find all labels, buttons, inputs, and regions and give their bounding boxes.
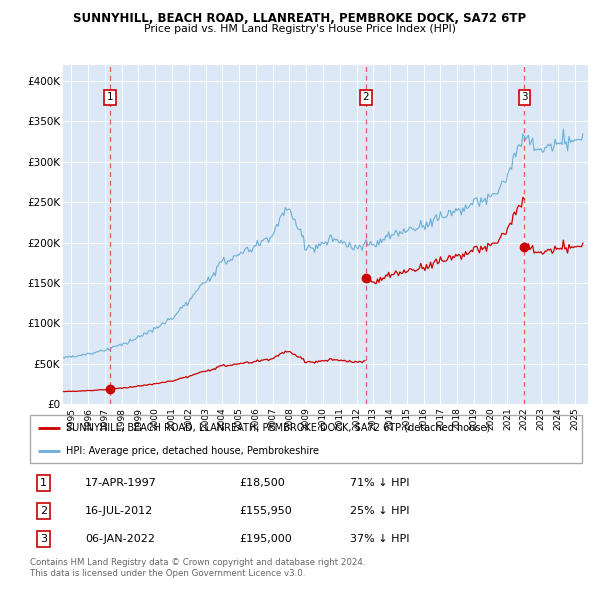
Text: 17-APR-1997: 17-APR-1997 bbox=[85, 478, 157, 488]
Text: £18,500: £18,500 bbox=[240, 478, 286, 488]
Text: 06-JAN-2022: 06-JAN-2022 bbox=[85, 534, 155, 544]
Text: £155,950: £155,950 bbox=[240, 506, 293, 516]
Text: SUNNYHILL, BEACH ROAD, LLANREATH, PEMBROKE DOCK, SA72 6TP (detached house): SUNNYHILL, BEACH ROAD, LLANREATH, PEMBRO… bbox=[66, 423, 490, 433]
Text: 1: 1 bbox=[106, 92, 113, 102]
Text: HPI: Average price, detached house, Pembrokeshire: HPI: Average price, detached house, Pemb… bbox=[66, 446, 319, 456]
Text: SUNNYHILL, BEACH ROAD, LLANREATH, PEMBROKE DOCK, SA72 6TP: SUNNYHILL, BEACH ROAD, LLANREATH, PEMBRO… bbox=[73, 12, 527, 25]
Text: 71% ↓ HPI: 71% ↓ HPI bbox=[350, 478, 410, 488]
Text: £195,000: £195,000 bbox=[240, 534, 293, 544]
Text: 16-JUL-2012: 16-JUL-2012 bbox=[85, 506, 154, 516]
Text: 25% ↓ HPI: 25% ↓ HPI bbox=[350, 506, 410, 516]
Text: 1: 1 bbox=[40, 478, 47, 488]
Text: 3: 3 bbox=[40, 534, 47, 544]
Text: 2: 2 bbox=[362, 92, 369, 102]
Text: Price paid vs. HM Land Registry's House Price Index (HPI): Price paid vs. HM Land Registry's House … bbox=[144, 24, 456, 34]
Text: This data is licensed under the Open Government Licence v3.0.: This data is licensed under the Open Gov… bbox=[30, 569, 305, 578]
Text: 3: 3 bbox=[521, 92, 528, 102]
Text: Contains HM Land Registry data © Crown copyright and database right 2024.: Contains HM Land Registry data © Crown c… bbox=[30, 558, 365, 567]
Text: 37% ↓ HPI: 37% ↓ HPI bbox=[350, 534, 410, 544]
Text: 2: 2 bbox=[40, 506, 47, 516]
